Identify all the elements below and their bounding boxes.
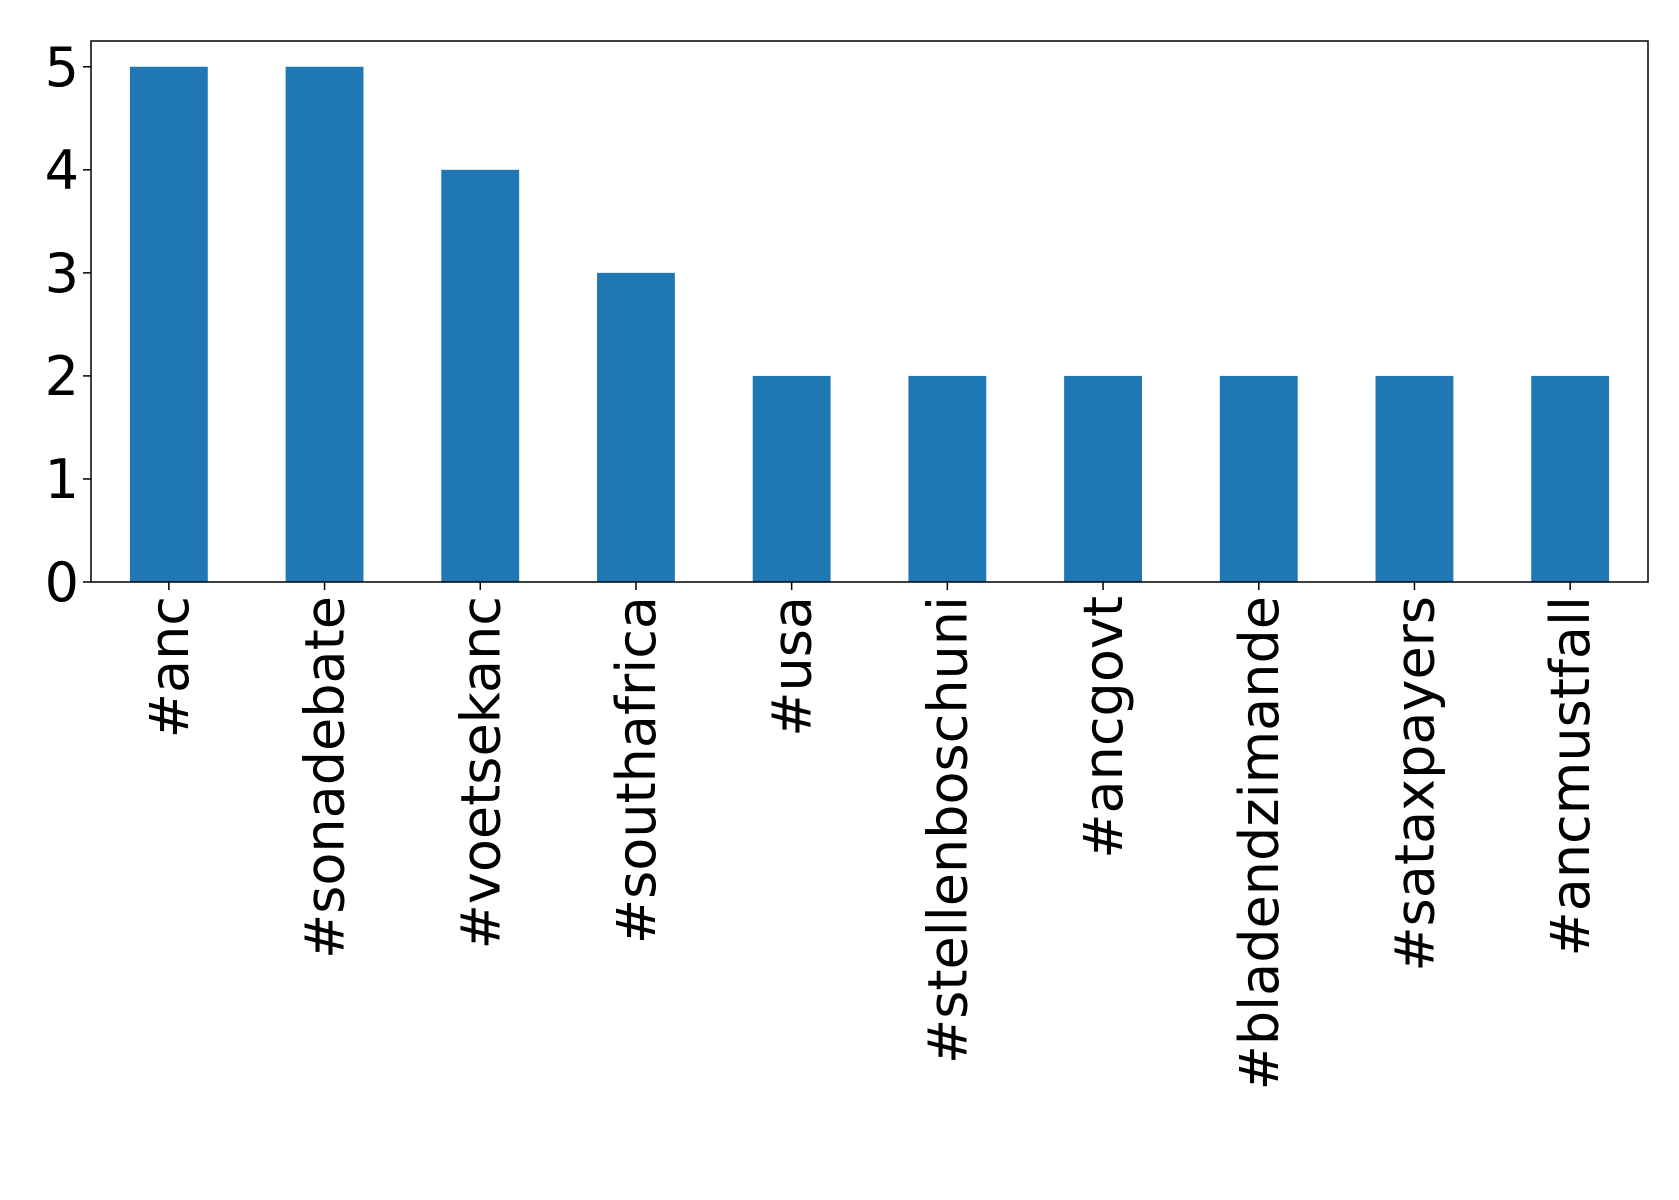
bar bbox=[441, 169, 520, 583]
y-tick-label: 3 bbox=[45, 242, 79, 305]
bar bbox=[1375, 375, 1454, 582]
y-tick-label: 4 bbox=[45, 139, 79, 202]
y-tick-label: 2 bbox=[45, 345, 79, 408]
bar bbox=[908, 375, 987, 582]
x-tick-label: #stellenboschuni bbox=[916, 596, 979, 1064]
y-tick-label: 1 bbox=[45, 448, 79, 511]
x-tick-label: #usa bbox=[761, 596, 824, 737]
bar bbox=[597, 272, 675, 582]
x-tick-label: #sonadebate bbox=[294, 596, 357, 959]
bar bbox=[1219, 375, 1298, 582]
bar bbox=[752, 375, 831, 582]
x-tick-label: #ancgovt bbox=[1072, 596, 1135, 859]
bar bbox=[1064, 375, 1142, 582]
x-tick-label: #ancmustfall bbox=[1539, 596, 1602, 957]
x-tick-label: #voetsekanc bbox=[449, 596, 512, 949]
bar bbox=[1531, 375, 1610, 582]
bar bbox=[285, 66, 364, 582]
x-tick-label: #bladendzimande bbox=[1228, 596, 1291, 1090]
bar bbox=[129, 66, 208, 582]
plot-frame bbox=[90, 40, 1649, 583]
x-tick-label: #sataxpayers bbox=[1383, 596, 1446, 972]
y-tick-label: 0 bbox=[45, 551, 79, 614]
x-tick-label: #anc bbox=[138, 596, 201, 738]
y-tick-label: 5 bbox=[45, 36, 79, 99]
x-tick-label: #southafrica bbox=[605, 596, 668, 944]
